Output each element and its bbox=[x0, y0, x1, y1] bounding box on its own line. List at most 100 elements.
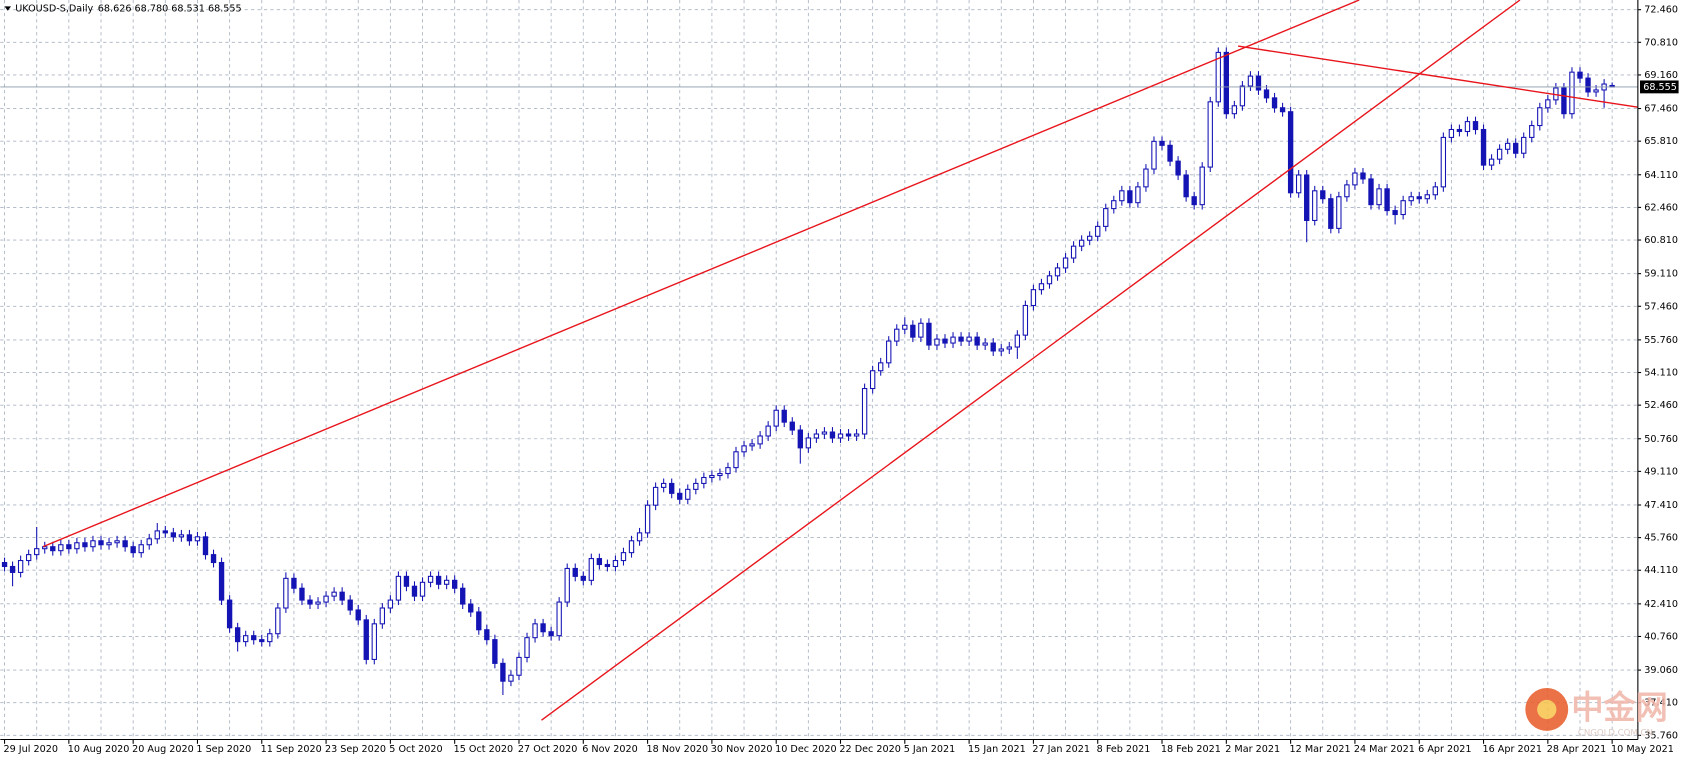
y-tick-label: 42.410 bbox=[1644, 599, 1678, 610]
candle-body bbox=[685, 488, 691, 500]
candle-body bbox=[942, 338, 948, 344]
candles bbox=[0, 47, 1638, 696]
candle-body bbox=[725, 467, 731, 475]
candle-body bbox=[162, 530, 168, 534]
candle-body bbox=[829, 431, 836, 439]
candle-body bbox=[1014, 334, 1021, 348]
candle-body bbox=[853, 433, 860, 437]
candle-body bbox=[1143, 168, 1149, 188]
candle-body bbox=[291, 577, 297, 589]
candle-body bbox=[178, 534, 185, 538]
x-tick-label: 27 Oct 2020 bbox=[518, 744, 578, 755]
candle-body bbox=[1304, 174, 1310, 221]
candle-body bbox=[1448, 128, 1455, 138]
candle-body bbox=[1263, 89, 1270, 99]
chart-title: UKOUSD-S,Daily bbox=[15, 4, 93, 15]
y-tick-label: 54.110 bbox=[1644, 368, 1678, 379]
candle-body bbox=[1135, 186, 1141, 204]
candle-body bbox=[966, 336, 972, 342]
y-tick-label: 60.810 bbox=[1644, 235, 1678, 246]
candle-body bbox=[572, 567, 578, 577]
y-tick-label: 40.760 bbox=[1644, 631, 1678, 642]
x-tick-label: 23 Sep 2020 bbox=[325, 744, 386, 755]
x-tick-label: 16 Apr 2021 bbox=[1482, 744, 1542, 755]
candle-body bbox=[419, 581, 426, 597]
trend-line bbox=[42, 0, 1360, 548]
candle-body bbox=[894, 328, 900, 342]
y-tick-label: 35.760 bbox=[1644, 730, 1678, 741]
candle-body bbox=[355, 609, 361, 621]
watermark-logo bbox=[1537, 699, 1557, 720]
candle-body bbox=[218, 561, 225, 601]
candle-body bbox=[1127, 190, 1133, 204]
candle-body bbox=[733, 451, 739, 469]
candle-body bbox=[492, 639, 498, 664]
dropdown-icon bbox=[4, 6, 11, 11]
y-tick-label: 57.460 bbox=[1644, 301, 1678, 312]
candle-body bbox=[331, 591, 337, 597]
y-tick-label: 55.760 bbox=[1644, 335, 1678, 346]
x-tick-label: 10 May 2021 bbox=[1611, 744, 1674, 755]
candle-body bbox=[524, 637, 530, 658]
y-tick-label: 37.410 bbox=[1644, 698, 1678, 709]
candle-body bbox=[677, 492, 683, 500]
candle-body bbox=[878, 362, 884, 372]
candle-body bbox=[1, 561, 8, 568]
candle-body bbox=[186, 534, 193, 542]
candle-body bbox=[693, 482, 699, 490]
candle-body bbox=[339, 591, 345, 601]
candle-body bbox=[556, 601, 562, 637]
y-tick-label: 62.460 bbox=[1644, 202, 1678, 213]
candle-body bbox=[564, 567, 570, 603]
candle-body bbox=[1231, 105, 1238, 115]
candle-body bbox=[1287, 111, 1294, 194]
candle-body bbox=[154, 530, 160, 540]
y-tick-label: 49.110 bbox=[1644, 466, 1678, 477]
x-tick-label: 12 Mar 2021 bbox=[1290, 744, 1351, 755]
candle-body bbox=[1416, 196, 1422, 200]
price-label-box bbox=[1640, 80, 1679, 94]
candle-body bbox=[1215, 51, 1221, 103]
candle-body bbox=[307, 599, 313, 605]
axes: 35.760 37.410 39.060 40.760 42.410 44.110 45.7… bbox=[3, 5, 1679, 755]
x-tick-label: 5 Oct 2020 bbox=[389, 744, 442, 755]
candle-body bbox=[1191, 196, 1197, 206]
price-label: 68.555 bbox=[1643, 82, 1677, 93]
watermark-sub: CNGOLD.COM.CN bbox=[1578, 729, 1653, 739]
candle-body bbox=[1464, 121, 1471, 133]
candle-body bbox=[1271, 97, 1278, 109]
candle-body bbox=[468, 603, 474, 613]
candle-body bbox=[460, 587, 466, 605]
candle-body bbox=[1207, 101, 1213, 168]
candle-body bbox=[170, 532, 177, 538]
trend-lines bbox=[42, 0, 1638, 721]
candle-body bbox=[1569, 71, 1575, 115]
candle-body bbox=[387, 599, 394, 609]
candle-body bbox=[1384, 188, 1390, 212]
candle-body bbox=[34, 548, 40, 556]
candle-body bbox=[1030, 289, 1037, 307]
candle-body bbox=[138, 544, 144, 554]
candle-body bbox=[669, 482, 675, 494]
candle-body bbox=[267, 633, 273, 643]
candle-body bbox=[275, 607, 281, 635]
candle-body bbox=[1376, 188, 1382, 206]
candle-body bbox=[323, 595, 329, 603]
trend-line bbox=[1238, 45, 1638, 108]
candle-body bbox=[1537, 107, 1543, 127]
candle-body bbox=[1496, 148, 1503, 160]
candle-body bbox=[1513, 142, 1519, 154]
x-tick-label: 15 Jan 2021 bbox=[968, 744, 1026, 755]
y-tick-label: 44.110 bbox=[1644, 565, 1678, 576]
candle-body bbox=[869, 370, 876, 390]
candle-body bbox=[395, 575, 402, 601]
candle-body bbox=[403, 575, 410, 587]
x-tick-label: 5 Jan 2021 bbox=[904, 744, 956, 755]
x-tick-label: 28 Apr 2021 bbox=[1547, 744, 1607, 755]
y-tick-label: 39.060 bbox=[1644, 665, 1678, 676]
candle-body bbox=[1312, 190, 1318, 221]
candle-body bbox=[283, 577, 289, 609]
candle-body bbox=[709, 474, 715, 479]
x-tick-label: 11 Sep 2020 bbox=[261, 744, 322, 755]
